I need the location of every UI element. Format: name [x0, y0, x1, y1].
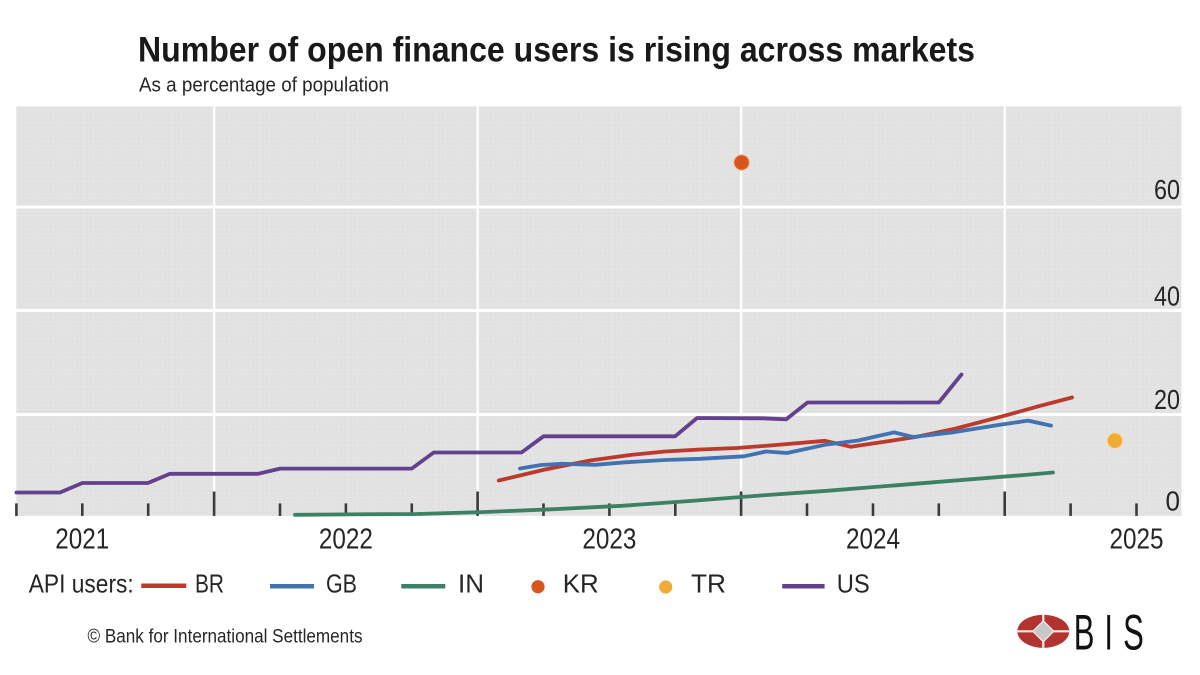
- svg-text:0: 0: [1166, 486, 1181, 517]
- svg-text:KR: KR: [563, 569, 599, 599]
- svg-text:TR: TR: [691, 569, 726, 599]
- svg-text:2022: 2022: [319, 524, 373, 556]
- svg-text:API users:: API users:: [29, 569, 134, 599]
- svg-text:Number of open finance users i: Number of open finance users is rising a…: [138, 31, 975, 70]
- svg-text:2023: 2023: [582, 524, 636, 556]
- svg-text:20: 20: [1154, 384, 1180, 415]
- svg-text:40: 40: [1154, 281, 1180, 312]
- svg-text:GB: GB: [326, 569, 357, 599]
- svg-text:© Bank for International Settl: © Bank for International Settlements: [88, 627, 363, 648]
- svg-text:IN: IN: [458, 569, 484, 599]
- svg-text:2021: 2021: [55, 524, 109, 556]
- svg-text:2025: 2025: [1110, 524, 1164, 556]
- svg-text:BIS: BIS: [1074, 604, 1154, 660]
- svg-text:60: 60: [1154, 174, 1180, 205]
- svg-text:As a percentage of population: As a percentage of population: [139, 75, 389, 97]
- svg-text:US: US: [837, 569, 870, 599]
- svg-text:BR: BR: [195, 569, 224, 599]
- svg-text:2024: 2024: [846, 524, 900, 556]
